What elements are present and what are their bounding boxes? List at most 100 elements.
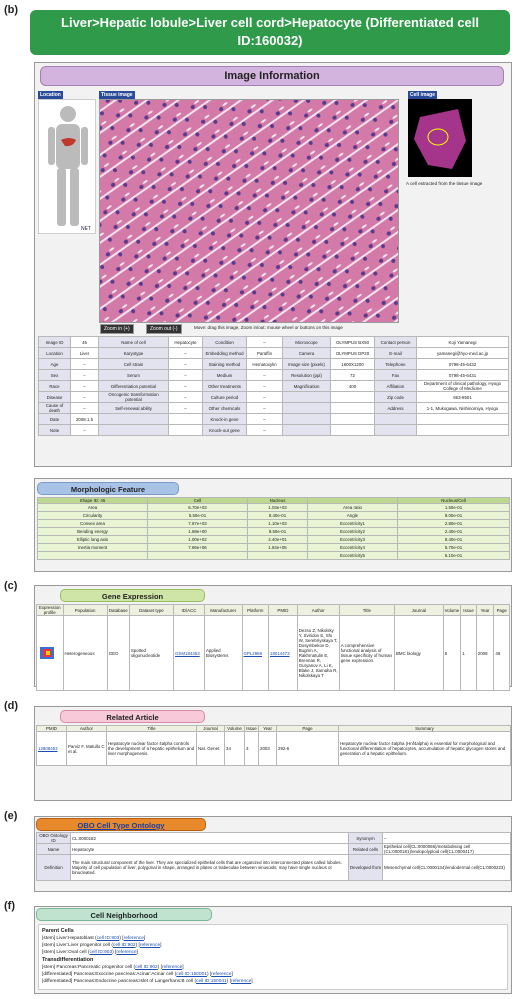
morph-cell: 7.86e+06 (147, 543, 248, 552)
info-value: – (70, 369, 99, 381)
morph-cell: Eccentricity1 (307, 519, 398, 528)
morph-cell: 5.50e-01 (147, 511, 248, 520)
obo-name-label: Name (36, 843, 71, 855)
morph-cell: 2.80e-01 (397, 519, 510, 528)
info-row: Date 2008.1.5 Knock-in gene – (38, 413, 509, 425)
article-title: Related Article (60, 710, 205, 723)
info-key (282, 391, 331, 403)
body-silhouette-icon: NET (48, 106, 91, 232)
info-value (330, 424, 375, 436)
gene-cell: Dezso Z, Nikolsky Y, Sviridov E, Shi W, … (296, 615, 340, 691)
zoom-out-button[interactable]: Zoom out (-) (146, 324, 182, 334)
morph-row: Circularity 5.50e-01 8.40e-01 Angle 9.00e-01 (37, 511, 510, 520)
info-value: Paraffin (246, 347, 283, 359)
neighbor-reference-link[interactable]: reference (230, 979, 252, 984)
neighbor-reference-link[interactable]: reference (139, 943, 161, 948)
gene-header: Issue (460, 604, 477, 616)
morph-row: Area 6.70e+03 1.03e+03 Area ratio 1.50e-01 (37, 503, 510, 512)
info-value[interactable]: yamanegi@hyo-med.ac.jp (416, 347, 509, 359)
gene-link[interactable]: 18014473 (270, 650, 290, 656)
info-key: Cell strain (98, 358, 169, 370)
tissue-image-viewer[interactable] (99, 99, 399, 323)
neighbor-end: ] (251, 979, 253, 984)
info-key: Contact person (374, 336, 417, 348)
morph-cell: 7.87e+03 (147, 519, 248, 528)
info-value (330, 402, 375, 414)
obo-title: OBO Cell Type Ontology (36, 818, 206, 831)
cell-image-label: Cell image (408, 91, 438, 99)
obo-definition-label: Definition (36, 854, 71, 881)
neighbor-reference-link[interactable]: reference (211, 972, 232, 977)
neighbor-cell-link[interactable]: cell ID:150001 (176, 972, 207, 977)
neighbor-cell-link[interactable]: cell ID:903 (89, 950, 113, 955)
panel-label-b: (b) (4, 4, 19, 16)
info-key: Fax (374, 369, 417, 381)
info-value: – (168, 358, 203, 370)
logo-text: NET (81, 226, 91, 232)
info-key: Embedding method (202, 347, 247, 359)
info-key (282, 413, 331, 425)
article-cell: Parviz F, Matullo C et al. (66, 731, 107, 766)
gene-cell: 5 (442, 615, 462, 691)
gene-cell: 2008 (475, 615, 495, 691)
morph-cell: 9.00e-01 (397, 511, 510, 520)
gene-cell: 1 (460, 615, 477, 691)
cell-image (408, 99, 472, 177)
info-key: Affiliation (374, 380, 417, 392)
info-value: – (246, 402, 283, 414)
gene-header: Journal (393, 604, 444, 616)
info-value: – (246, 413, 283, 425)
page-title-line2: ID:160032) (237, 33, 303, 48)
parent-cells-heading: Parent Cells (42, 928, 74, 934)
info-value: – (168, 347, 203, 359)
morph-row: Convex area 7.87e+03 1.10e+03 Eccentricity1… (37, 519, 510, 528)
neighbor-cell-link[interactable]: cell ID:902 (135, 965, 158, 970)
obo-table: OBO Ontology ID CL:0000182 Synonym – Nam… (36, 832, 511, 881)
info-key: Name of cell (98, 336, 169, 348)
neighbor-reference-link[interactable]: reference (123, 936, 144, 941)
info-key: Karyotype (98, 347, 169, 359)
gene-link[interactable]: GPL2986 (243, 650, 263, 656)
neighbor-reference-link[interactable]: reference (162, 965, 183, 970)
info-value: – (70, 391, 99, 403)
gene-header: ID/ACC (173, 604, 205, 616)
expression-heatmap-icon[interactable] (38, 645, 56, 661)
gene-header: Author (296, 604, 340, 616)
gene-header: Manufacturer (203, 604, 243, 616)
neighbor-name: [stem] Pancreas:Pancreatic progenitor ce… (42, 965, 136, 970)
morph-cell (247, 551, 308, 560)
gene-cell: Spotted oligonucleotide (128, 615, 175, 691)
morph-cell: 9.50e-01 (247, 527, 308, 536)
gene-header: Population (62, 604, 108, 616)
morph-cell (37, 551, 148, 560)
morph-row: Elliptic long axis 1.00e+02 4.40e+01 Eccent… (37, 535, 510, 544)
neighbor-line: [stem] Liver:Oval cell (cell ID:903) [re… (42, 949, 504, 956)
info-key: Resolution (ppi) (282, 369, 331, 381)
zoom-in-button[interactable]: Zoom in (+) (100, 324, 134, 334)
neighbor-cell-link[interactable]: cell ID:150041 (196, 979, 227, 984)
gene-cell: BMC biology (393, 615, 444, 691)
gene-header: Title (338, 604, 395, 616)
obo-synonym-label: Synonym (348, 832, 383, 844)
obo-title-link[interactable]: OBO Cell Type Ontology (77, 821, 165, 830)
info-value: OLYMPUS BX50 (330, 336, 375, 348)
info-value: – (246, 336, 283, 348)
obo-related: Epithelial cell(CL:0000066)/metabolising… (382, 843, 511, 855)
tissue-image[interactable] (100, 100, 399, 323)
info-value (168, 424, 203, 436)
gene-title: Gene Expression (60, 589, 205, 602)
pmid-link[interactable]: 12808453 (38, 746, 58, 751)
neighbor-reference-link[interactable]: reference (116, 950, 137, 955)
article-cell: 3 (244, 731, 259, 766)
neighbor-cell-link[interactable]: cell ID:903 (96, 936, 120, 941)
neighbor-cell-link[interactable]: cell ID:902 (112, 943, 136, 948)
info-key: Knock-out gene (202, 424, 247, 436)
morph-cell: 4.40e+01 (247, 535, 308, 544)
location-figure: NET (38, 99, 96, 234)
info-value: – (246, 369, 283, 381)
gene-header: Dataset type (128, 604, 175, 616)
gene-link[interactable]: GSM184453 (175, 650, 200, 656)
morph-cell: 1.50e-01 (397, 503, 510, 512)
info-row: Note – Knock-out gene – (38, 424, 509, 436)
article-cell: 2003 (258, 731, 277, 766)
